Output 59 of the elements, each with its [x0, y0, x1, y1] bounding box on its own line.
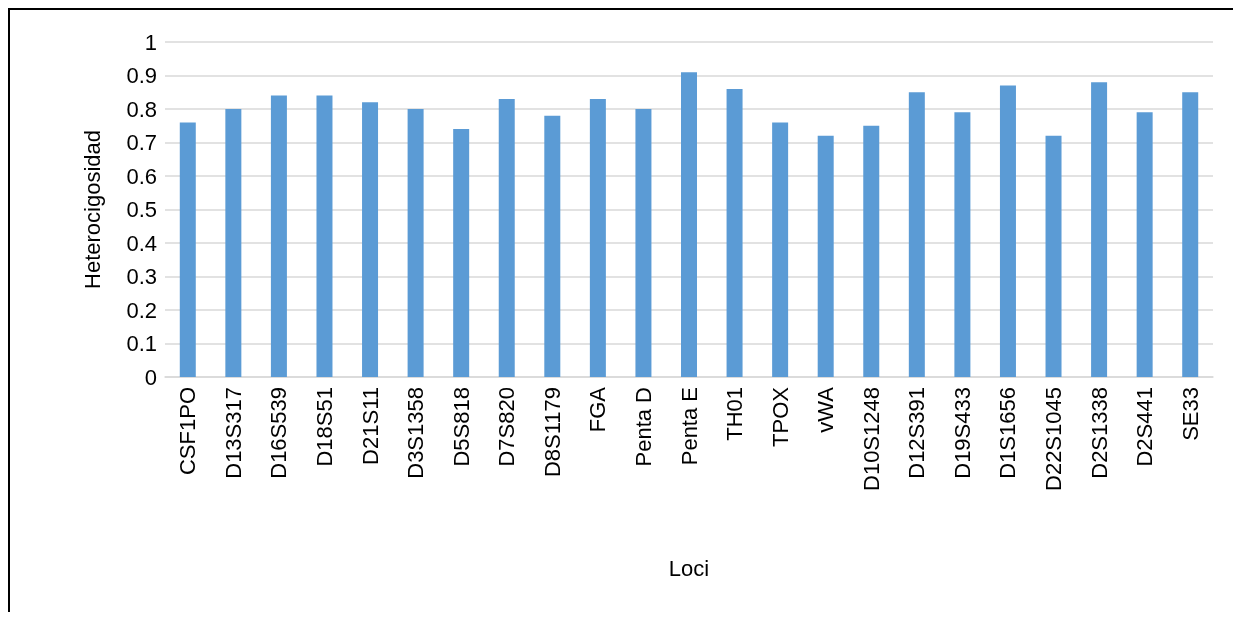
bar — [270, 95, 287, 377]
y-tick-label: 0.3 — [126, 264, 157, 289]
x-tick-label: TH01 — [722, 387, 748, 441]
bar — [589, 98, 606, 377]
bar — [908, 92, 925, 377]
bar — [863, 125, 880, 377]
y-tick-label: 0.4 — [126, 230, 157, 256]
x-tick-label: FGA — [585, 386, 611, 433]
x-tick-label: D10S1248 — [858, 387, 884, 491]
x-tick-label: vWA — [813, 386, 839, 433]
bar — [999, 85, 1016, 377]
x-tick-label: D13S317 — [220, 387, 246, 479]
x-tick-label: TPOX — [767, 386, 793, 447]
x-tick-label: CSF1PO — [175, 387, 201, 476]
x-tick-label: D8S1179 — [539, 387, 565, 478]
bar — [1182, 92, 1199, 377]
x-tick-label: D2S1338 — [1086, 387, 1112, 479]
x-axis-title: Loci — [668, 555, 710, 581]
bar — [362, 102, 379, 377]
bar — [316, 95, 333, 377]
bar — [179, 122, 196, 377]
x-tick-label: Penta E — [676, 387, 702, 466]
y-tick-label: 0.1 — [126, 331, 157, 356]
y-tick-label: 0.9 — [126, 63, 157, 88]
y-tick-label: 0.7 — [126, 130, 157, 155]
bar — [772, 122, 789, 377]
x-tick-label: D12S391 — [904, 387, 930, 479]
bar — [681, 72, 697, 377]
x-tick-label: D19S433 — [949, 387, 975, 479]
x-tick-label: D5S818 — [448, 387, 474, 467]
x-tick-label: D3S1358 — [403, 387, 429, 479]
x-tick-label: Penta D — [630, 387, 656, 467]
y-tick-label: 0.8 — [126, 96, 157, 122]
y-tick-label: 0.5 — [126, 197, 157, 222]
bar — [954, 112, 971, 377]
bar — [1091, 82, 1108, 377]
bar — [544, 115, 561, 377]
bar — [1045, 135, 1062, 377]
x-tick-label: D7S820 — [494, 387, 520, 467]
bar — [407, 109, 424, 377]
bar — [453, 129, 470, 377]
y-tick-label: 0 — [144, 364, 157, 390]
y-tick-label: 0.6 — [126, 163, 157, 189]
bar — [498, 98, 515, 377]
bar — [817, 135, 834, 377]
y-tick-label: 0.2 — [126, 297, 157, 323]
bar — [726, 88, 743, 377]
bar — [635, 109, 652, 377]
x-tick-label: D18S51 — [311, 387, 337, 467]
x-tick-label: D2S441 — [1132, 387, 1158, 467]
x-tick-label: D1S1656 — [995, 387, 1021, 479]
y-tick-label: 1 — [144, 29, 157, 55]
y-axis-title: Heterocigosidad — [79, 130, 105, 289]
bar — [1136, 112, 1153, 377]
x-tick-label: SE33 — [1177, 387, 1203, 441]
x-tick-label: D21S11 — [357, 387, 383, 465]
x-tick-label: D16S539 — [266, 387, 292, 479]
bar — [225, 109, 242, 377]
x-tick-label: D22S1045 — [1041, 387, 1067, 491]
